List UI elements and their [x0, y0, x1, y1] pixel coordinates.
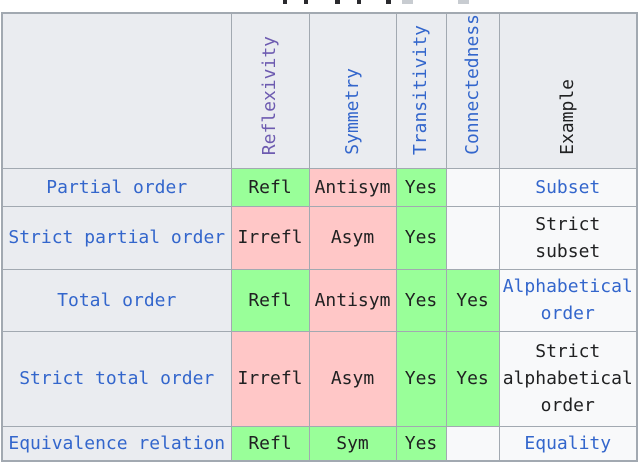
cell-strict-partial-order-example: Strict subset [498, 205, 638, 270]
table-row-equivalence-relation: Equivalence relation Refl Sym Yes Equali… [1, 425, 638, 462]
cell-total-order-reflexivity: Refl [230, 268, 310, 332]
column-header-example-label: Example [556, 79, 578, 155]
table-row-strict-total-order: Strict total order Irrefl Asym Yes Yes S… [1, 330, 638, 427]
cell-equivalence-relation-reflexivity: Refl [230, 425, 310, 462]
cell-equivalence-relation-symmetry: Sym [308, 425, 397, 462]
cell-partial-order-reflexivity: Refl [230, 167, 310, 207]
cropped-text-remnant [458, 0, 469, 4]
column-header-reflexivity[interactable]: Reflexivity [230, 12, 310, 169]
column-header-connectedness[interactable]: Connectedness [445, 12, 500, 169]
cell-strict-total-order-connectedness: Yes [445, 330, 500, 427]
column-header-symmetry-label[interactable]: Symmetry [341, 68, 363, 155]
cell-strict-partial-order-connectedness [445, 205, 500, 270]
cropped-text-remnant [283, 0, 287, 4]
example-link-equality[interactable]: Equality [524, 433, 612, 455]
cell-total-order-transitivity: Yes [395, 268, 447, 332]
row-header-partial-order[interactable]: Partial order [1, 167, 232, 207]
column-header-reflexivity-label[interactable]: Reflexivity [259, 35, 280, 155]
cell-total-order-connectedness: Yes [445, 268, 500, 332]
cell-strict-partial-order-reflexivity: Irrefl [230, 205, 310, 270]
cropped-text-remnant [386, 0, 391, 4]
cell-partial-order-transitivity: Yes [395, 167, 447, 207]
table-row-total-order: Total order Refl Antisym Yes Yes Alphabe… [1, 268, 638, 332]
header-row: Reflexivity Symmetry Transitivity Connec… [1, 12, 638, 169]
cell-total-order-example[interactable]: Alphabetical order [498, 268, 638, 332]
order-properties-table: Reflexivity Symmetry Transitivity Connec… [1, 12, 638, 462]
cell-total-order-symmetry: Antisym [308, 268, 397, 332]
cell-strict-total-order-reflexivity: Irrefl [230, 330, 310, 427]
column-header-example: Example [498, 12, 638, 169]
cell-strict-total-order-example: Strict alphabetical order [498, 330, 638, 427]
cell-partial-order-symmetry: Antisym [308, 167, 397, 207]
cell-partial-order-example[interactable]: Subset [498, 167, 638, 207]
column-header-connectedness-label[interactable]: Connectedness [461, 14, 483, 155]
cell-strict-partial-order-transitivity: Yes [395, 205, 447, 270]
row-header-equivalence-relation-link[interactable]: Equivalence relation [8, 433, 226, 455]
row-header-total-order[interactable]: Total order [1, 268, 232, 332]
corner-cell [1, 12, 232, 169]
cropped-text-remnant [402, 0, 413, 4]
row-header-strict-total-order-link[interactable]: Strict total order [19, 368, 215, 390]
cropped-text-remnant [304, 0, 308, 4]
row-header-equivalence-relation[interactable]: Equivalence relation [1, 425, 232, 462]
cell-equivalence-relation-connectedness [445, 425, 500, 462]
row-header-strict-partial-order[interactable]: Strict partial order [1, 205, 232, 270]
example-text-strict-subset: Strict subset [535, 213, 601, 262]
example-link-alphabetical-order[interactable]: Alphabetical order [502, 276, 633, 325]
column-header-transitivity[interactable]: Transitivity [395, 12, 447, 169]
row-header-total-order-link[interactable]: Total order [57, 289, 177, 311]
cropped-text-remnant [357, 0, 361, 4]
row-header-partial-order-link[interactable]: Partial order [46, 176, 188, 198]
column-header-transitivity-label[interactable]: Transitivity [410, 24, 431, 155]
column-header-symmetry[interactable]: Symmetry [308, 12, 397, 169]
example-text-strict-alphabetical-order: Strict alphabetical order [502, 341, 633, 417]
cell-equivalence-relation-example[interactable]: Equality [498, 425, 638, 462]
cell-partial-order-connectedness [445, 167, 500, 207]
cell-equivalence-relation-transitivity: Yes [395, 425, 447, 462]
table-row-partial-order: Partial order Refl Antisym Yes Subset [1, 167, 638, 207]
row-header-strict-total-order[interactable]: Strict total order [1, 330, 232, 427]
cell-strict-total-order-transitivity: Yes [395, 330, 447, 427]
cell-strict-total-order-symmetry: Asym [308, 330, 397, 427]
cell-strict-partial-order-symmetry: Asym [308, 205, 397, 270]
cropped-text-remnant [335, 0, 340, 4]
row-header-strict-partial-order-link[interactable]: Strict partial order [8, 227, 226, 249]
table-row-strict-partial-order: Strict partial order Irrefl Asym Yes Str… [1, 205, 638, 270]
example-link-subset[interactable]: Subset [535, 176, 601, 198]
